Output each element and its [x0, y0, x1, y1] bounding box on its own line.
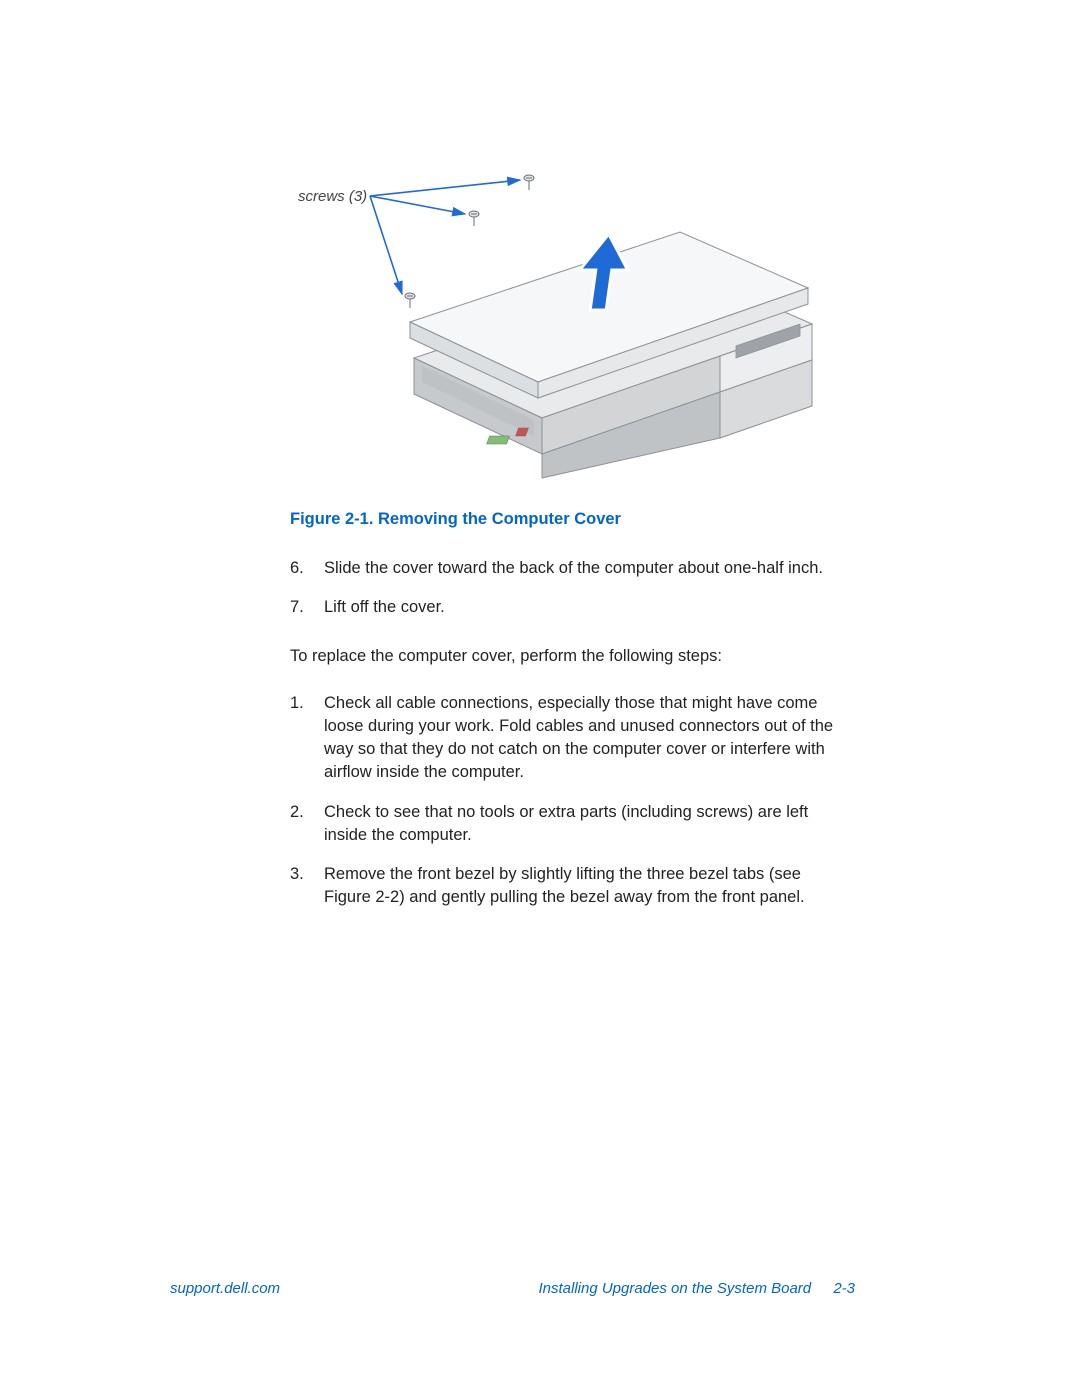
list-text: Slide the cover toward the back of the c…	[324, 557, 850, 580]
footer-url: support.dell.com	[170, 1280, 280, 1297]
footer-pagenum: 2-3	[833, 1280, 855, 1297]
list-text: Check all cable connections, especially …	[324, 692, 850, 784]
list-item: 2. Check to see that no tools or extra p…	[290, 801, 850, 847]
list-number: 2.	[290, 801, 324, 847]
list-item: 6. Slide the cover toward the back of th…	[290, 557, 850, 580]
footer-title: Installing Upgrades on the System Board	[538, 1280, 811, 1297]
list-number: 1.	[290, 692, 324, 784]
document-page: screws (3)	[0, 0, 1080, 1397]
list-text: Remove the front bezel by slightly lifti…	[324, 863, 850, 909]
computer-cover-svg	[290, 160, 850, 480]
list-item: 7. Lift off the cover.	[290, 596, 850, 619]
list-number: 7.	[290, 596, 324, 619]
figure-caption: Figure 2-1. Removing the Computer Cover	[290, 510, 850, 529]
replace-intro: To replace the computer cover, perform t…	[290, 647, 850, 666]
list-text: Check to see that no tools or extra part…	[324, 801, 850, 847]
footer-section: Installing Upgrades on the System Board …	[538, 1280, 855, 1297]
list-number: 3.	[290, 863, 324, 909]
list-number: 6.	[290, 557, 324, 580]
steps-list-remove: 6. Slide the cover toward the back of th…	[290, 557, 850, 619]
page-footer: support.dell.com Installing Upgrades on …	[0, 1280, 1080, 1297]
steps-list-replace: 1. Check all cable connections, especial…	[290, 692, 850, 909]
list-item: 3. Remove the front bezel by slightly li…	[290, 863, 850, 909]
list-item: 1. Check all cable connections, especial…	[290, 692, 850, 784]
figure-callout-label: screws (3)	[298, 188, 367, 205]
callout-lines	[370, 180, 520, 294]
list-text: Lift off the cover.	[324, 596, 850, 619]
figure-illustration: screws (3)	[290, 160, 850, 480]
